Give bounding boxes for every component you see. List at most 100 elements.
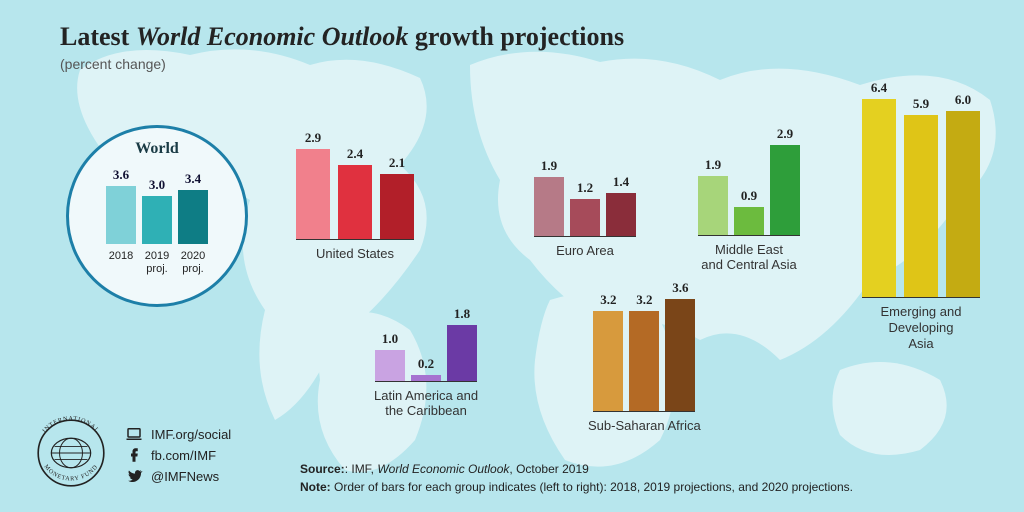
bar-value: 3.6: [113, 167, 129, 183]
bar-rect: [606, 193, 636, 236]
cluster-caption: Sub-Saharan Africa: [588, 418, 701, 434]
world-bar: 3.4: [178, 171, 208, 244]
source-post: , October 2019: [509, 462, 588, 476]
bar-rect: [629, 311, 659, 410]
bar-rect: [665, 299, 695, 411]
social-fb: fb.com/IMF: [125, 446, 231, 464]
bar: 1.0: [375, 331, 405, 381]
bar-rect: [338, 165, 372, 239]
cluster-us: 2.92.42.1United States: [296, 130, 414, 261]
bar-value: 1.9: [541, 158, 557, 174]
cluster-me: 1.9 0.9 2.9 Middle Eastand Central Asia: [698, 126, 800, 273]
bar-value: 3.2: [600, 292, 616, 308]
social-web: IMF.org/social: [125, 425, 231, 443]
bar-value: 2.4: [347, 146, 363, 162]
cluster-ssa: 3.2 3.2 3.6 Sub-Saharan Africa: [588, 280, 701, 433]
bar: 2.9: [296, 130, 330, 239]
bar-rect: [770, 145, 800, 235]
source-label: Source:: [300, 462, 345, 476]
bar: 1.4: [606, 174, 636, 236]
cluster-asia: 6.4 5.9 6.0 Emerging andDevelopingAsia: [862, 80, 980, 351]
bar-rect: [380, 174, 414, 239]
bar-value: 6.4: [871, 80, 887, 96]
bar-value: 3.0: [149, 177, 165, 193]
world-bubble: World 3.6 3.0 3.4 20182019 proj.2020 proj.: [66, 125, 248, 307]
bar: 2.9: [770, 126, 800, 235]
bar-rect: [411, 375, 441, 381]
bar-value: 0.2: [418, 356, 434, 372]
bar-value: 1.9: [705, 157, 721, 173]
cluster-lac: 1.0 0.2 1.8 Latin America andthe Caribbean: [374, 306, 478, 419]
bar-rect: [862, 99, 896, 297]
cluster-bars: 6.4 5.9 6.0: [862, 80, 980, 298]
note-label: Note:: [300, 480, 331, 494]
bar: 1.9: [534, 158, 564, 236]
bar: 0.9: [734, 188, 764, 235]
bar: 1.8: [447, 306, 477, 381]
bar-value: 3.4: [185, 171, 201, 187]
svg-text:INTERNATIONAL: INTERNATIONAL: [42, 416, 100, 434]
bar-rect: [698, 176, 728, 235]
bar: 3.2: [629, 292, 659, 410]
source-em: World Economic Outlook: [377, 462, 509, 476]
bar: 6.4: [862, 80, 896, 297]
bar-rect: [734, 207, 764, 235]
cluster-bars: 3.2 3.2 3.6: [593, 280, 695, 412]
page-title: Latest World Economic Outlook growth pro…: [60, 22, 624, 52]
bar: 2.4: [338, 146, 372, 239]
social-fb-text: fb.com/IMF: [151, 448, 216, 463]
social-web-text: IMF.org/social: [151, 427, 231, 442]
cluster-bars: 1.0 0.2 1.8: [375, 306, 477, 382]
bar-rect: [946, 111, 980, 297]
social-tw: @IMFNews: [125, 467, 231, 485]
bar-value: 3.2: [636, 292, 652, 308]
social-links: IMF.org/social fb.com/IMF @IMFNews: [125, 422, 231, 488]
year-label: 2018: [106, 250, 136, 275]
note-line: Note: Order of bars for each group indic…: [300, 478, 853, 496]
bar-rect: [534, 177, 564, 236]
world-bar: 3.0: [142, 177, 172, 244]
title-pre: Latest: [60, 22, 136, 51]
cluster-bars: 1.9 1.2 1.4: [534, 158, 636, 237]
bar-value: 5.9: [913, 96, 929, 112]
twitter-icon: [125, 467, 143, 485]
bar-rect: [904, 115, 938, 298]
bar: 3.6: [665, 280, 695, 411]
cluster-caption: United States: [316, 246, 394, 262]
bar-value: 2.9: [777, 126, 793, 142]
bar-rect: [296, 149, 330, 239]
bar-value: 1.2: [577, 180, 593, 196]
cluster-caption: Euro Area: [556, 243, 614, 259]
world-year-labels: 20182019 proj.2020 proj.: [106, 250, 208, 275]
bar-rect: [178, 190, 208, 244]
bar: 0.2: [411, 356, 441, 381]
bar-rect: [593, 311, 623, 410]
bar-value: 1.8: [454, 306, 470, 322]
bar-rect: [570, 199, 600, 236]
cluster-caption: Middle Eastand Central Asia: [701, 242, 796, 273]
cluster-bars: 1.9 0.9 2.9: [698, 126, 800, 236]
source-text: : IMF,: [345, 462, 378, 476]
cluster-euro: 1.9 1.2 1.4 Euro Area: [534, 158, 636, 258]
bar-rect: [106, 186, 136, 244]
bar: 1.2: [570, 180, 600, 236]
cluster-caption: Emerging andDevelopingAsia: [881, 304, 962, 351]
source-line: Source:: IMF, World Economic Outlook, Oc…: [300, 460, 853, 478]
bar: 5.9: [904, 96, 938, 298]
subtitle: (percent change): [60, 56, 624, 72]
bar: 1.9: [698, 157, 728, 235]
note-text: Order of bars for each group indicates (…: [331, 480, 853, 494]
facebook-icon: [125, 446, 143, 464]
world-bars: 3.6 3.0 3.4: [97, 162, 217, 244]
world-label: World: [135, 140, 179, 158]
bar-rect: [142, 196, 172, 244]
cluster-caption: Latin America andthe Caribbean: [374, 388, 478, 419]
year-label: 2019 proj.: [142, 250, 172, 275]
bar-rect: [375, 350, 405, 381]
imf-logo: INTERNATIONAL MONETARY FUND: [30, 412, 112, 494]
title-post: growth projections: [408, 22, 624, 51]
cluster-bars: 2.92.42.1: [296, 130, 414, 240]
footer-text: Source:: IMF, World Economic Outlook, Oc…: [300, 460, 853, 496]
laptop-icon: [125, 425, 143, 443]
bar: 6.0: [946, 92, 980, 297]
